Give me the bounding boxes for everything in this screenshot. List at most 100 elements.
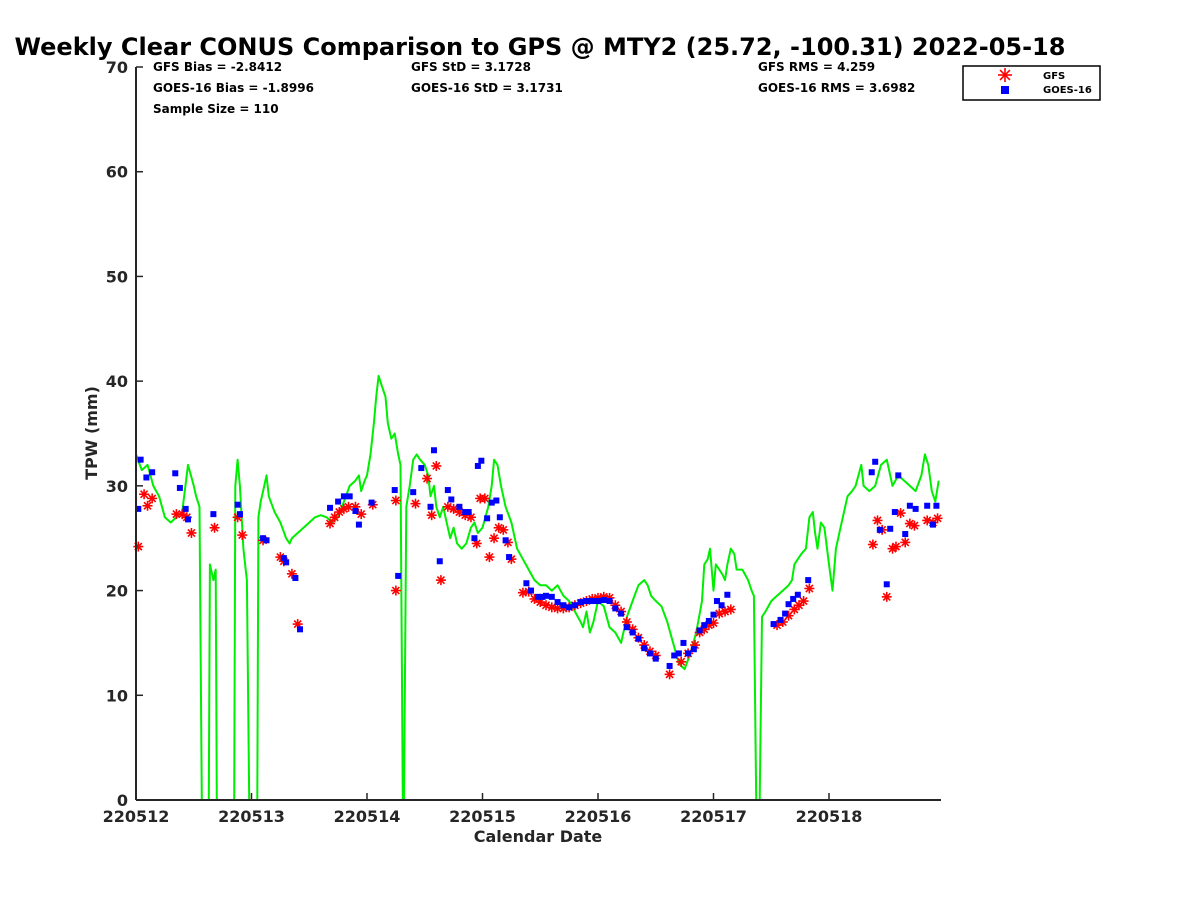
gfs-point — [209, 522, 220, 533]
gfs-point — [237, 530, 248, 541]
y-tick-label: 20 — [106, 582, 128, 601]
goes-point — [523, 580, 530, 587]
goes-point — [149, 469, 156, 476]
goes-point — [701, 622, 708, 629]
goes-point — [493, 497, 500, 504]
y-tick-label: 30 — [106, 477, 128, 496]
goes-point — [391, 487, 398, 494]
gfs-point — [887, 543, 898, 554]
goes-point — [346, 493, 353, 500]
goes-point — [724, 591, 731, 598]
y-tick-label: 0 — [117, 791, 128, 810]
goes-point — [395, 572, 402, 579]
chart-title: Weekly Clear CONUS Comparison to GPS @ M… — [15, 33, 1066, 61]
gps-line-segment — [135, 454, 203, 801]
goes-point — [327, 504, 334, 511]
gfs-point — [909, 520, 920, 531]
goes-point — [646, 650, 653, 657]
goes-point — [710, 611, 717, 618]
gfs-point — [133, 541, 144, 552]
goes-point — [462, 509, 469, 516]
gfs-point — [664, 669, 675, 680]
goes-point — [770, 621, 777, 628]
legend: GFS GOES-16 — [962, 65, 1101, 101]
goes-point — [612, 605, 619, 612]
goes-point — [143, 474, 150, 481]
y-tick-label: 60 — [106, 163, 128, 182]
gfs-point — [900, 537, 911, 548]
goes-point — [560, 602, 567, 609]
goes-point — [618, 610, 625, 617]
goes-point — [478, 457, 485, 464]
legend-gfs-label: GFS — [1043, 71, 1065, 82]
gfs-point — [498, 524, 509, 535]
goes-point — [236, 511, 243, 518]
goes-point — [335, 498, 342, 505]
y-ticks: 0 10 20 30 40 50 60 70 — [106, 58, 143, 810]
goes-point — [566, 604, 573, 611]
gfs-point — [435, 575, 446, 586]
y-tick-label: 40 — [106, 372, 128, 391]
stats-annotations: GFS Bias = -2.8412 GOES-16 Bias = -1.899… — [153, 60, 915, 116]
goes-point — [933, 502, 940, 509]
goes-point — [777, 616, 784, 623]
goes-point — [355, 521, 362, 528]
goes-point — [589, 598, 596, 605]
gfs-rms-text: GFS RMS = 4.259 — [758, 60, 875, 74]
goes-point — [448, 496, 455, 503]
goes-point — [352, 507, 359, 514]
goes-point — [929, 521, 936, 528]
goes-point — [629, 629, 636, 636]
y-axis-label: TPW (mm) — [82, 386, 101, 480]
gfs-point — [725, 604, 736, 615]
gfs-point — [139, 489, 150, 500]
goes-point — [234, 501, 241, 508]
goes-point — [297, 626, 304, 633]
goes-point — [430, 447, 437, 454]
goes-point — [623, 624, 630, 631]
gfs-point — [517, 587, 528, 598]
goes-point — [641, 645, 648, 652]
goes-point — [666, 662, 673, 669]
x-tick-label: 220518 — [796, 807, 863, 826]
goes-point — [292, 575, 299, 582]
x-tick-label: 220513 — [218, 807, 285, 826]
gfs-point — [356, 509, 367, 520]
goes-point — [539, 593, 546, 600]
gfs-point — [186, 527, 197, 538]
gfs-point — [890, 541, 901, 552]
goes-point — [583, 598, 590, 605]
sample-size-text: Sample Size = 110 — [153, 102, 279, 116]
gps-line-segment — [403, 453, 758, 801]
goes-point — [263, 537, 270, 544]
goes-point — [534, 593, 541, 600]
x-tick-label: 220512 — [103, 807, 170, 826]
goes-point — [924, 502, 931, 509]
goes-point — [696, 627, 703, 634]
goes-point — [895, 472, 902, 479]
x-tick-label: 220516 — [565, 807, 632, 826]
x-tick-label: 220515 — [449, 807, 516, 826]
goes-point — [790, 595, 797, 602]
goes-point — [705, 617, 712, 624]
goes-point — [484, 515, 491, 522]
goes-point — [280, 555, 287, 562]
gfs-point — [932, 513, 943, 524]
gfs-point — [867, 539, 878, 550]
legend-goes-marker — [1001, 86, 1009, 94]
goes-point — [474, 462, 481, 469]
goes-series — [135, 447, 940, 669]
goes-point — [506, 554, 513, 561]
goes-point — [600, 596, 607, 603]
goes-point — [465, 509, 472, 516]
plot-area — [133, 374, 943, 801]
legend-gfs-marker — [998, 68, 1012, 82]
legend-goes-label: GOES-16 — [1043, 85, 1092, 96]
goes-point — [471, 535, 478, 542]
gfs-point — [804, 583, 815, 594]
goes-point — [210, 511, 217, 518]
gfs-point — [489, 533, 500, 544]
goes-point — [456, 503, 463, 510]
goes-point — [635, 635, 642, 642]
gps-line-segment — [758, 453, 940, 801]
